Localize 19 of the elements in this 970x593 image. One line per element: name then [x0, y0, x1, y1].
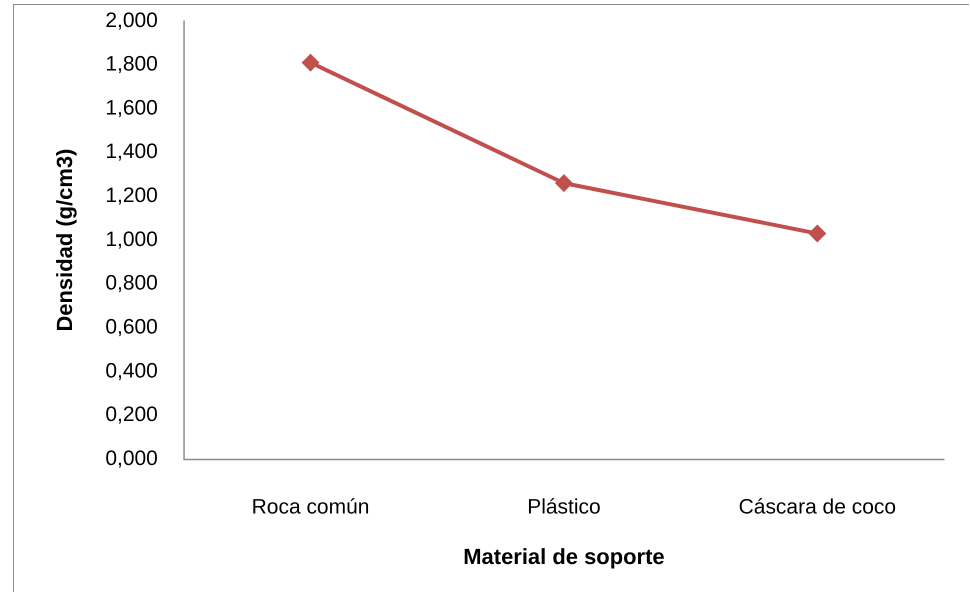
y-tick-label: 2,000 — [105, 8, 158, 32]
point — [302, 54, 320, 72]
y-tick-label: 1,800 — [105, 52, 158, 76]
y-tick-label: 1,600 — [105, 96, 158, 120]
x-tick-label: Cáscara de coco — [738, 496, 896, 519]
x-tick-label: Roca común — [252, 496, 370, 519]
point — [554, 174, 573, 192]
y-tick-label: 0,200 — [105, 403, 158, 426]
y-tick-label: 1,200 — [105, 184, 158, 208]
y-tick-label: 1,400 — [105, 140, 158, 164]
x-tick-label: Plástico — [527, 496, 601, 519]
x-axis-title: Material de soporte — [463, 544, 665, 569]
y-tick-label: 0,800 — [105, 272, 158, 295]
y-tick-label: 0,400 — [105, 359, 158, 382]
point — [808, 224, 826, 243]
y-tick-label: 0,000 — [105, 447, 158, 470]
y-tick-label: 0,600 — [105, 316, 158, 339]
y-tick-label: 1,000 — [105, 228, 158, 251]
y-axis-title: Densidad (g/cm3) — [52, 148, 78, 332]
